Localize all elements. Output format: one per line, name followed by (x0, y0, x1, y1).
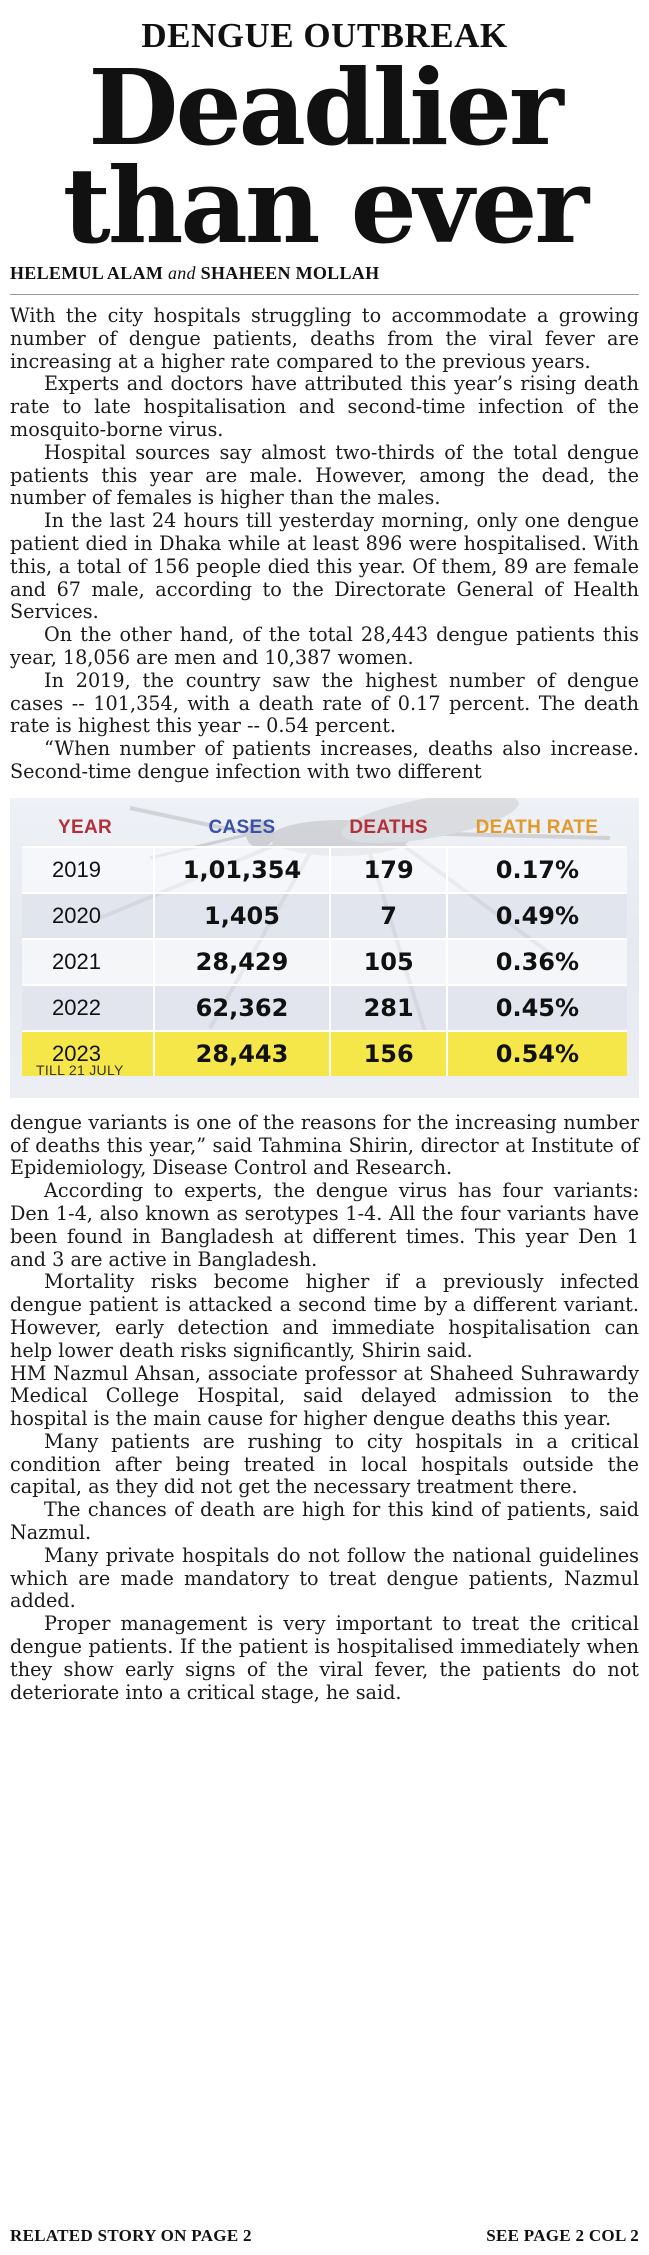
paragraph: Many patients are rushing to city hospit… (10, 1429, 639, 1499)
table-note: TILL 21 JULY (36, 1061, 124, 1078)
cell-cases: 1,405 (153, 891, 332, 939)
cell-year: 2020 (22, 891, 155, 939)
cell-cases: 28,429 (153, 937, 332, 985)
cell-deaths: 179 (330, 845, 448, 893)
headline: Deadlier than ever (10, 46, 639, 267)
headline-line-1: Deadlier (88, 46, 563, 169)
headline-line-2: than ever (62, 144, 589, 267)
table-row: 2022 62,362 281 0.45% (22, 983, 627, 1031)
table-row: 2020 1,405 7 0.49% (22, 891, 627, 939)
byline-author-2: SHAHEEN MOLLAH (200, 263, 380, 283)
header-year: YEAR (58, 816, 112, 838)
paragraph: Many private hospitals do not follow the… (10, 1543, 639, 1613)
continued-page-link[interactable]: SEE PAGE 2 COL 2 (486, 2226, 639, 2245)
paragraph: According to experts, the dengue virus h… (10, 1179, 639, 1271)
paragraph: Experts and doctors have attributed this… (10, 372, 639, 441)
cell-year: 2022 (22, 983, 155, 1031)
stats-table: YEAR CASES DEATHS DEATH RATE 2019 1,01,3… (22, 810, 627, 1076)
paragraph: On the other hand, of the total 28,443 d… (10, 623, 639, 669)
dengue-stats-graphic: YEAR CASES DEATHS DEATH RATE 2019 1,01,3… (10, 797, 639, 1098)
cell-year: 2019 (22, 845, 155, 893)
paragraph: Proper management is very important to t… (10, 1612, 639, 1704)
byline-author-1: HELEMUL ALAM (10, 263, 164, 283)
kicker: DENGUE OUTBREAK (141, 16, 508, 55)
byline-connector: and (167, 263, 196, 283)
paragraph: Mortality risks become higher if a previ… (10, 1270, 639, 1362)
cell-cases: 62,362 (153, 983, 332, 1031)
cell-death-rate: 0.49% (446, 891, 627, 939)
table-row: 2019 1,01,354 179 0.17% (22, 845, 627, 893)
paragraph: Hospital sources say almost two-thirds o… (10, 440, 639, 510)
cell-year: 2021 (22, 937, 155, 985)
header-cases: CASES (208, 816, 276, 838)
paragraph: HM Nazmul Ahsan, associate professor at … (10, 1361, 639, 1431)
cell-cases: 28,443 (153, 1029, 332, 1076)
paragraph: In the last 24 hours till yesterday morn… (10, 509, 639, 624)
cell-deaths: 281 (330, 983, 448, 1031)
cell-death-rate: 0.36% (446, 937, 627, 985)
footer: RELATED STORY ON PAGE 2 SEE PAGE 2 COL 2 (10, 2226, 639, 2246)
byline-divider (10, 294, 639, 295)
article-body-top: With the city hospitals struggling to ac… (10, 304, 639, 784)
paragraph: dengue variants is one of the reasons fo… (10, 1110, 639, 1180)
cell-deaths: 156 (330, 1029, 448, 1076)
paragraph: With the city hospitals struggling to ac… (10, 304, 639, 373)
cell-deaths: 105 (330, 937, 448, 985)
table-row: 2021 28,429 105 0.36% (22, 937, 627, 985)
header-death-rate: DEATH RATE (475, 816, 599, 838)
article-body-bottom: dengue variants is one of the reasons fo… (10, 1110, 639, 1705)
header-deaths: DEATHS (349, 816, 428, 838)
cell-cases: 1,01,354 (153, 845, 332, 893)
paragraph: In 2019, the country saw the highest num… (10, 668, 639, 738)
paragraph: The chances of death are high for this k… (10, 1498, 639, 1545)
cell-death-rate: 0.54% (446, 1029, 627, 1076)
cell-deaths: 7 (330, 891, 448, 939)
cell-death-rate: 0.45% (446, 983, 627, 1031)
cell-year: 2023 (22, 1029, 155, 1076)
related-story-link[interactable]: RELATED STORY ON PAGE 2 (10, 2226, 252, 2245)
table-row-highlighted: 2023 28,443 156 0.54% (22, 1029, 627, 1076)
table-header-row: YEAR CASES DEATHS DEATH RATE (22, 810, 627, 847)
byline: HELEMUL ALAM and SHAHEEN MOLLAH (10, 263, 639, 284)
paragraph: “When number of patients increases, deat… (10, 737, 639, 783)
cell-death-rate: 0.17% (446, 845, 627, 893)
